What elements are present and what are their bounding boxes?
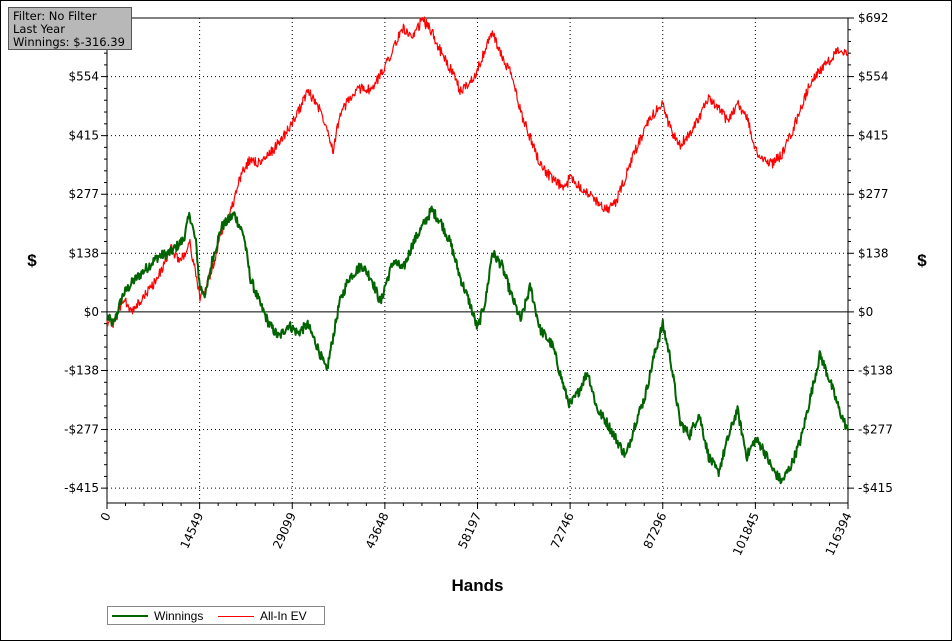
legend-item-allin-ev: All-In EV [218, 609, 307, 623]
y-tick-label-left: -$277 [64, 423, 99, 437]
y-tick-label-left: $554 [68, 70, 99, 84]
y-tick-label-left: $415 [68, 129, 99, 143]
x-axis-title: Hands [452, 576, 504, 595]
series-line-all-in-ev [106, 16, 849, 329]
y-tick-label-right: $554 [858, 70, 889, 84]
x-tick-label: 101845 [730, 510, 762, 557]
y-axis-title-left: $ [27, 251, 37, 270]
legend-label-winnings: Winnings [154, 609, 204, 623]
x-tick-label: 0 [98, 510, 114, 523]
y-axis-title-right: $ [917, 251, 927, 270]
y-tick-label-left: $138 [68, 246, 99, 260]
filter-label: Filter: No Filter [13, 9, 97, 23]
axis-ticks [101, 17, 854, 509]
y-tick-label-right: -$415 [858, 481, 893, 495]
x-tick-label: 43648 [363, 510, 392, 551]
y-tick-label-right: -$138 [858, 363, 893, 377]
tick-labels: 0 14549 29099 43648 58197 72746 87296 101845 116… [64, 11, 893, 558]
y-tick-label-left: -$138 [64, 363, 99, 377]
legend-swatch-allin-ev [218, 615, 254, 617]
y-tick-label-right: $0 [858, 305, 873, 319]
x-tick-label: 29099 [270, 510, 299, 551]
period-label: Last Year [13, 22, 65, 36]
x-tick-label: 116394 [823, 510, 855, 557]
legend: Winnings All-In EV [107, 606, 325, 625]
x-tick-label: 14549 [178, 510, 207, 551]
winnings-label: Winnings: $-316.39 [13, 35, 125, 49]
y-tick-label-right: -$277 [858, 423, 893, 437]
x-tick-label: 72746 [548, 510, 577, 551]
grid [107, 17, 848, 503]
legend-item-winnings: Winnings [112, 609, 203, 623]
x-tick-label: 58197 [455, 510, 484, 551]
legend-label-allin-ev: All-In EV [260, 609, 307, 623]
y-tick-label-right: $277 [858, 187, 889, 201]
y-tick-label-left: $277 [68, 187, 99, 201]
y-tick-label-right: $138 [858, 246, 889, 260]
y-tick-label-right: $415 [858, 129, 889, 143]
series-line-winnings [106, 205, 849, 485]
x-tick-label: 87296 [641, 510, 670, 551]
y-tick-label-right: $692 [858, 11, 889, 25]
filter-info-box: Filter: No Filter Last Year Winnings: $-… [8, 7, 132, 50]
series-lines [106, 16, 849, 485]
legend-swatch-winnings [112, 615, 148, 617]
y-tick-label-left: -$415 [64, 481, 99, 495]
y-tick-label-left: $0 [84, 305, 99, 319]
